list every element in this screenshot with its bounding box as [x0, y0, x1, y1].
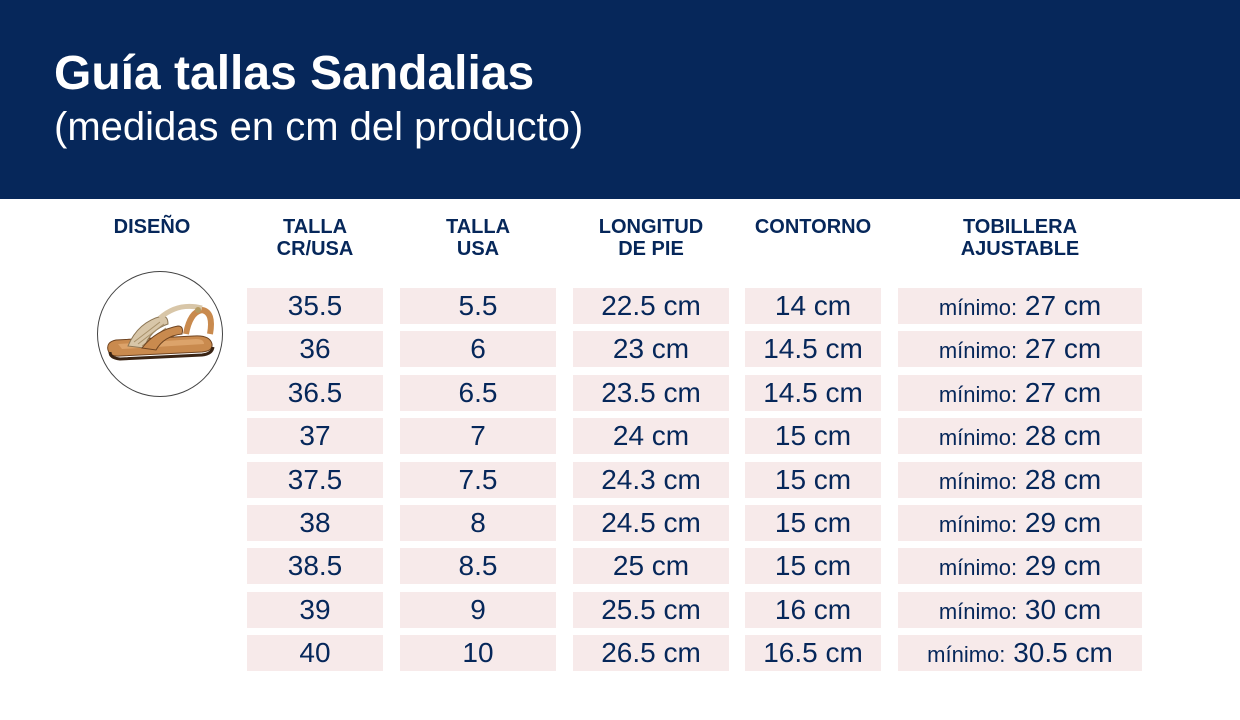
page-title: Guía tallas Sandalias — [54, 47, 535, 100]
cell-talla-cr: 39 — [247, 592, 383, 628]
cell-tobillera: mínimo: 27 cm — [898, 288, 1142, 324]
cell-tobillera: mínimo: 28 cm — [898, 418, 1142, 454]
cell-tobillera: mínimo: 28 cm — [898, 462, 1142, 498]
column-header-tobillera: TOBILLERA AJUSTABLE — [960, 216, 1080, 260]
cell-tobillera-prefix: mínimo: — [938, 512, 1018, 537]
cell-tobillera-value: 28 cm — [1024, 420, 1102, 451]
cell-talla-usa: 8 — [400, 505, 556, 541]
column-header-talla_usa: TALLA USA — [445, 216, 511, 260]
cell-longitud: 23.5 cm — [573, 375, 729, 411]
cell-talla-cr: 36 — [247, 331, 383, 367]
cell-tobillera-value: 27 cm — [1024, 290, 1102, 321]
cell-contorno: 16 cm — [745, 592, 881, 628]
cell-tobillera-prefix: mínimo: — [938, 599, 1018, 624]
cell-contorno: 15 cm — [745, 548, 881, 584]
cell-tobillera: mínimo: 30 cm — [898, 592, 1142, 628]
cell-contorno: 14.5 cm — [745, 331, 881, 367]
cell-talla-usa: 10 — [400, 635, 556, 671]
cell-tobillera-value: 29 cm — [1024, 550, 1102, 581]
cell-tobillera: mínimo: 27 cm — [898, 331, 1142, 367]
cell-tobillera: mínimo: 30.5 cm — [898, 635, 1142, 671]
cell-longitud: 25.5 cm — [573, 592, 729, 628]
cell-talla-usa: 7 — [400, 418, 556, 454]
cell-longitud: 24.5 cm — [573, 505, 729, 541]
cell-longitud: 24 cm — [573, 418, 729, 454]
cell-tobillera: mínimo: 29 cm — [898, 548, 1142, 584]
cell-talla-cr: 36.5 — [247, 375, 383, 411]
cell-tobillera: mínimo: 27 cm — [898, 375, 1142, 411]
cell-talla-usa: 6 — [400, 331, 556, 367]
cell-contorno: 15 cm — [745, 462, 881, 498]
cell-talla-usa: 6.5 — [400, 375, 556, 411]
cell-contorno: 16.5 cm — [745, 635, 881, 671]
cell-longitud: 26.5 cm — [573, 635, 729, 671]
cell-tobillera-prefix: mínimo: — [938, 338, 1018, 363]
cell-tobillera-value: 27 cm — [1024, 377, 1102, 408]
cell-longitud: 24.3 cm — [573, 462, 729, 498]
column-header-contorno: CONTORNO — [754, 216, 872, 238]
cell-tobillera-prefix: mínimo: — [938, 425, 1018, 450]
cell-talla-usa: 7.5 — [400, 462, 556, 498]
cell-contorno: 15 cm — [745, 505, 881, 541]
cell-talla-cr: 38 — [247, 505, 383, 541]
cell-tobillera-value: 30.5 cm — [1013, 637, 1113, 668]
cell-contorno: 14.5 cm — [745, 375, 881, 411]
cell-tobillera-value: 27 cm — [1024, 333, 1102, 364]
cell-tobillera-prefix: mínimo: — [938, 555, 1018, 580]
cell-talla-usa: 8.5 — [400, 548, 556, 584]
cell-talla-cr: 38.5 — [247, 548, 383, 584]
cell-talla-cr: 37 — [247, 418, 383, 454]
cell-talla-cr: 40 — [247, 635, 383, 671]
cell-talla-usa: 9 — [400, 592, 556, 628]
cell-tobillera-prefix: mínimo: — [938, 469, 1018, 494]
cell-tobillera: mínimo: 29 cm — [898, 505, 1142, 541]
sandal-icon — [97, 271, 223, 397]
cell-contorno: 15 cm — [745, 418, 881, 454]
cell-talla-cr: 37.5 — [247, 462, 383, 498]
cell-tobillera-value: 29 cm — [1024, 507, 1102, 538]
cell-tobillera-prefix: mínimo: — [938, 295, 1018, 320]
header-banner: Guía tallas Sandalias (medidas en cm del… — [0, 0, 1240, 199]
cell-longitud: 22.5 cm — [573, 288, 729, 324]
cell-longitud: 25 cm — [573, 548, 729, 584]
page-subtitle: (medidas en cm del producto) — [54, 105, 584, 149]
column-header-longitud: LONGITUD DE PIE — [598, 216, 704, 260]
cell-tobillera-prefix: mínimo: — [927, 642, 1006, 667]
cell-tobillera-value: 28 cm — [1024, 464, 1102, 495]
column-header-talla_cr: TALLA CR/USA — [276, 216, 354, 260]
cell-tobillera-value: 30 cm — [1024, 594, 1102, 625]
column-header-diseno: DISEÑO — [113, 216, 191, 238]
cell-contorno: 14 cm — [745, 288, 881, 324]
cell-longitud: 23 cm — [573, 331, 729, 367]
cell-talla-usa: 5.5 — [400, 288, 556, 324]
cell-talla-cr: 35.5 — [247, 288, 383, 324]
cell-tobillera-prefix: mínimo: — [938, 382, 1018, 407]
